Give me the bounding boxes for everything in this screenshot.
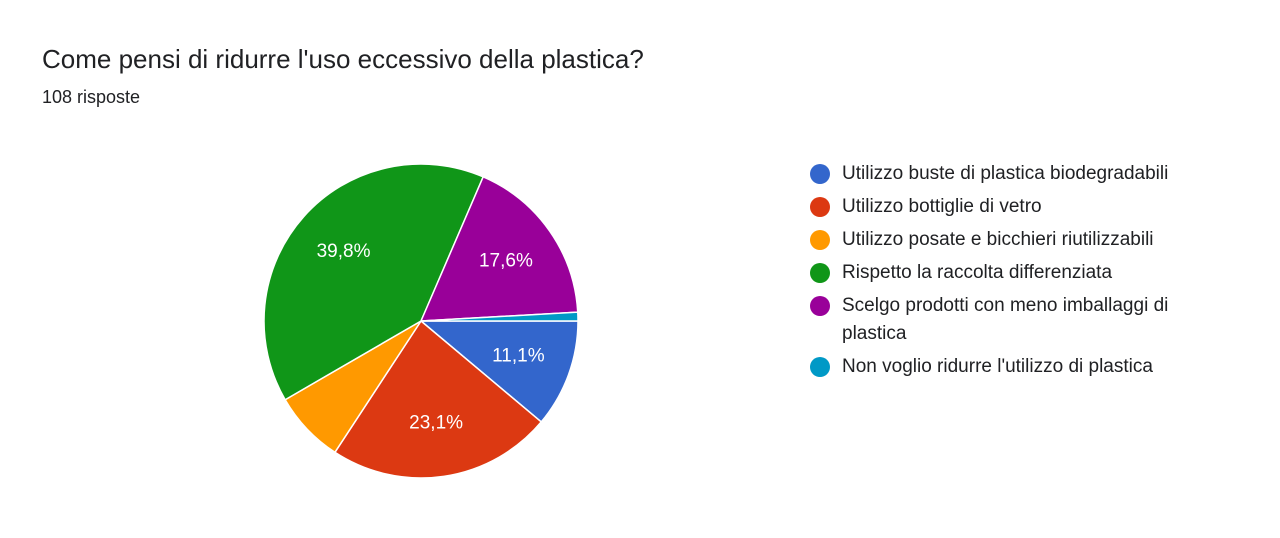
slice-label: 23,1% [409, 413, 463, 434]
legend-item: Utilizzo bottiglie di vetro [808, 193, 1218, 221]
pie-chart: 11,1% 23,1% 39,8% 17,6% [263, 163, 579, 479]
legend-swatch [810, 296, 830, 316]
slice-label: 17,6% [479, 251, 533, 272]
legend-swatch [810, 164, 830, 184]
legend-item: Utilizzo buste di plastica biodegradabil… [808, 160, 1218, 188]
legend-swatch [810, 357, 830, 377]
legend-swatch [810, 197, 830, 217]
legend-swatch [810, 230, 830, 250]
legend-label: Utilizzo bottiglie di vetro [842, 196, 1042, 217]
pie-slice [418, 320, 579, 423]
legend: Utilizzo buste di plastica biodegradabil… [808, 160, 1218, 386]
slice-label: 11,1% [492, 345, 545, 366]
chart-subtitle: 108 risposte [42, 87, 141, 107]
pie-slice [263, 163, 485, 401]
pie-slice [420, 311, 579, 322]
legend-label: Scelgo prodotti con meno imballaggi di p… [842, 295, 1169, 344]
legend-item: Utilizzo posate e bicchieri riutilizzabi… [808, 226, 1218, 254]
legend-item: Rispetto la raccolta differenziata [808, 259, 1218, 287]
legend-swatch [810, 263, 830, 283]
legend-label: Rispetto la raccolta differenziata [842, 262, 1113, 283]
pie-slice [419, 175, 579, 322]
slice-label: 39,8% [317, 241, 371, 262]
legend-item: Non voglio ridurre l'utilizzo di plastic… [808, 353, 1218, 381]
chart-title: Come pensi di ridurre l'uso eccessivo de… [42, 44, 644, 74]
legend-item: Scelgo prodotti con meno imballaggi di p… [808, 292, 1218, 348]
legend-label: Non voglio ridurre l'utilizzo di plastic… [842, 356, 1153, 377]
legend-label: Utilizzo buste di plastica biodegradabil… [842, 163, 1169, 184]
legend-label: Utilizzo posate e bicchieri riutilizzabi… [842, 229, 1154, 250]
pie-slice [333, 319, 543, 479]
